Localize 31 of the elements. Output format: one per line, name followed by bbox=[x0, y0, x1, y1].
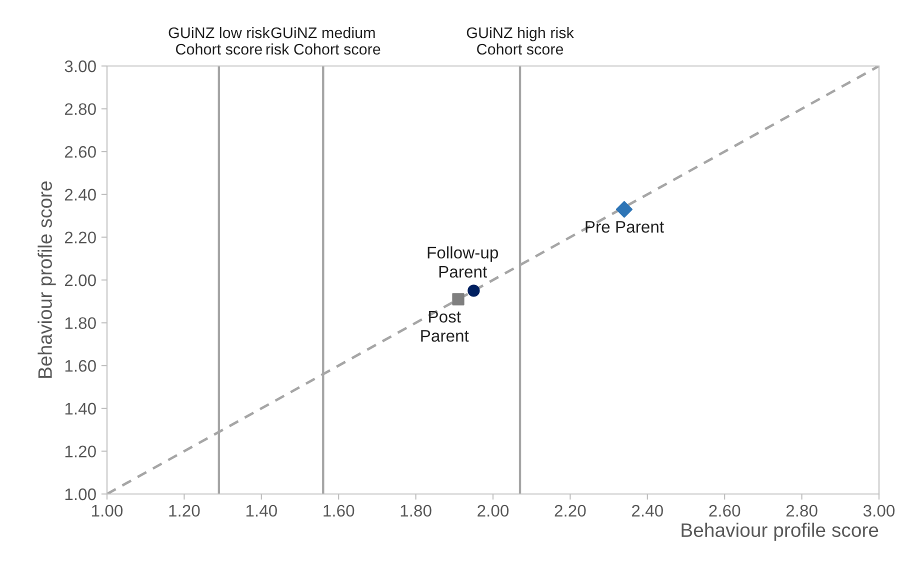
point bbox=[452, 293, 464, 306]
y-tick-label: 2.60 bbox=[64, 146, 96, 158]
x-tick-label: 1.20 bbox=[169, 504, 200, 517]
y-tick-label: 1.00 bbox=[65, 488, 96, 500]
x-tick-label: 3.00 bbox=[863, 504, 895, 517]
y-tick-label: 1.80 bbox=[65, 317, 96, 330]
x-tick-label: 2.40 bbox=[632, 504, 663, 517]
y-tick-label: 2.00 bbox=[64, 274, 96, 286]
series-label: Post Parent bbox=[421, 310, 469, 342]
y-tick-label: 1.20 bbox=[65, 446, 96, 458]
y-tick-label: 1.40 bbox=[65, 402, 96, 415]
point bbox=[468, 284, 480, 297]
x-tick-label: 2.80 bbox=[786, 504, 818, 517]
y-tick-label: 1.60 bbox=[65, 360, 96, 372]
series-label: Follow-up Parent bbox=[428, 246, 498, 278]
x-tick-label: 2.60 bbox=[709, 504, 740, 517]
y-tick-label: 2.80 bbox=[64, 103, 96, 116]
x-axis-title: Behaviour profile score bbox=[682, 522, 878, 541]
x-tick-label: 1.60 bbox=[324, 504, 354, 517]
x-tick-label: 2.20 bbox=[554, 504, 586, 517]
y-tick-label: 2.20 bbox=[64, 232, 96, 244]
ref-line-label: GUiNZ high risk Cohort score bbox=[466, 26, 574, 55]
x-tick-label: 1.00 bbox=[92, 504, 123, 517]
x-tick-label: 1.80 bbox=[400, 504, 432, 517]
y-axis-title: Behaviour profile score bbox=[38, 181, 56, 378]
series-label: Pre Parent bbox=[586, 221, 664, 233]
point bbox=[616, 201, 633, 218]
y-tick-label: 2.40 bbox=[64, 188, 96, 201]
x-tick-label: 2.00 bbox=[478, 504, 509, 517]
y-tick-label: 3.00 bbox=[64, 60, 96, 72]
x-tick-label: 1.40 bbox=[246, 504, 277, 517]
